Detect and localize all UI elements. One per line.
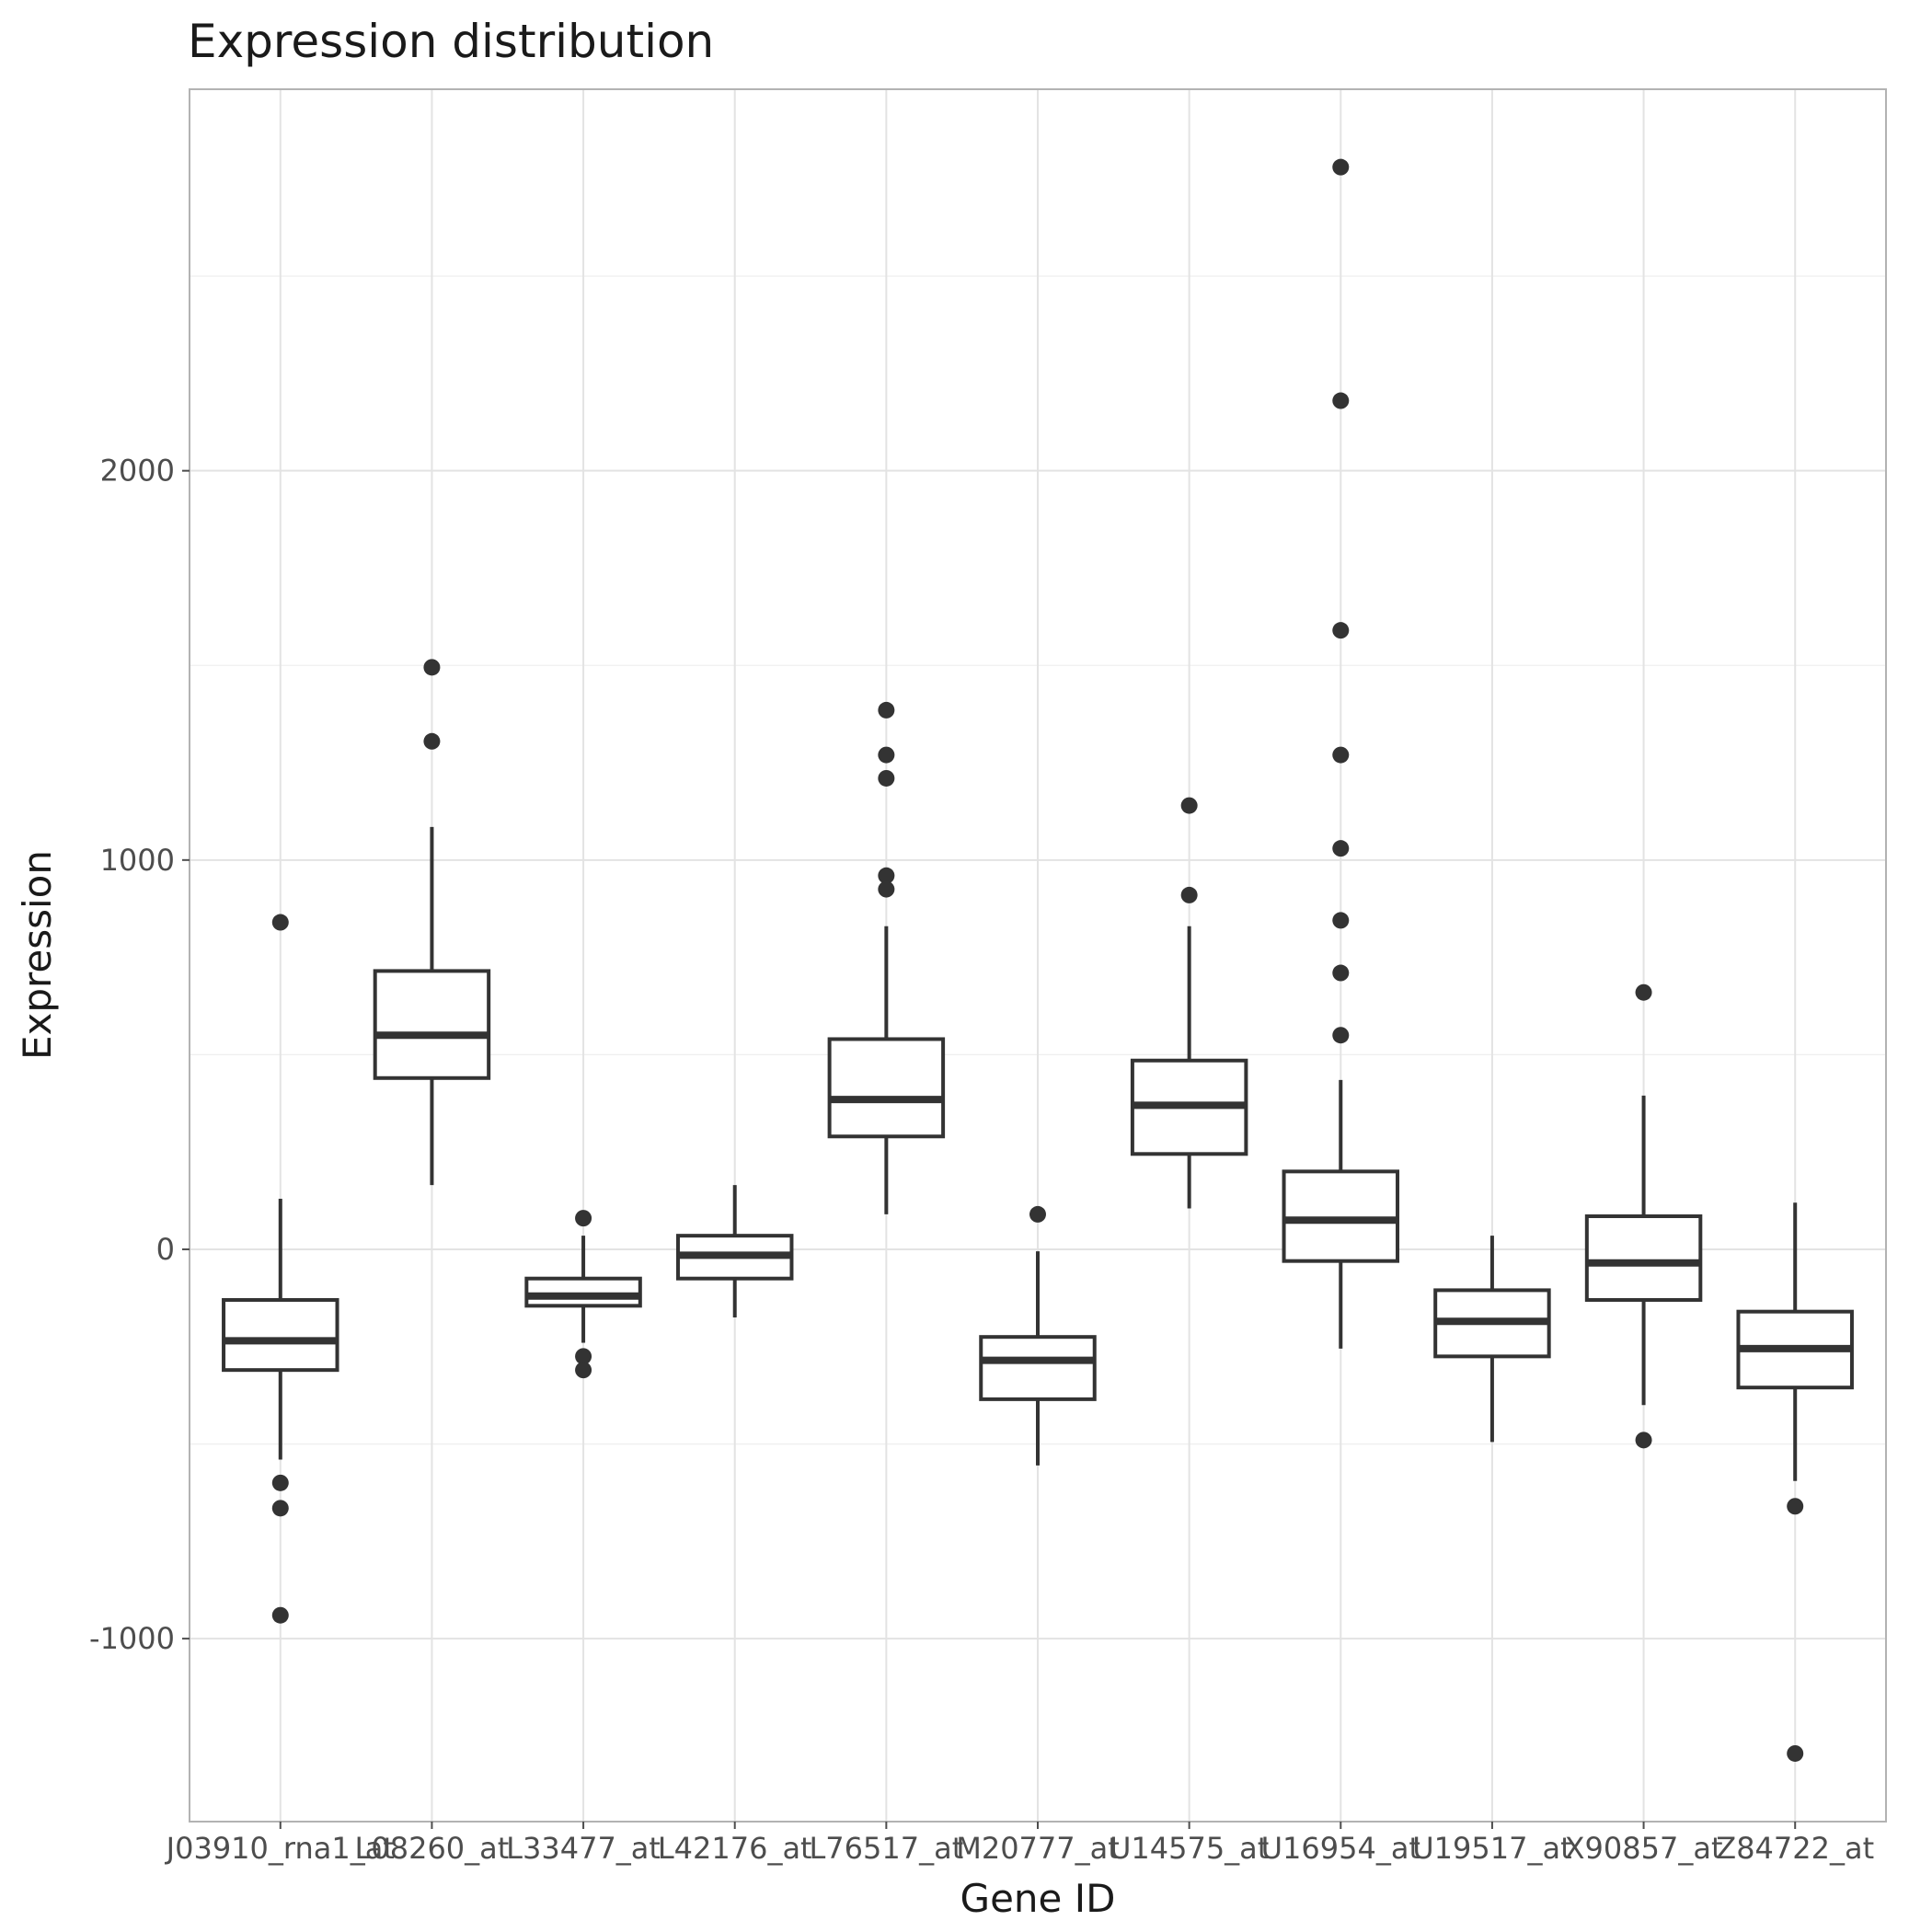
outlier-point [271, 1474, 289, 1491]
outlier-point [1332, 622, 1350, 639]
outlier-point [1635, 1432, 1652, 1449]
x-tick-label: U14575_at [1110, 1831, 1269, 1866]
outlier-point [1635, 983, 1652, 1001]
y-axis-title: Expression [15, 850, 60, 1060]
outlier-point [1332, 392, 1350, 409]
x-tick-label: L76517_at [809, 1831, 963, 1866]
outlier-point [575, 1362, 592, 1379]
box-iqr [1282, 1169, 1400, 1263]
outlier-point [271, 1606, 289, 1624]
box-U14575_at [1130, 797, 1248, 1209]
box-J03910_rna1_at [222, 914, 339, 1624]
boxes [222, 158, 1854, 1762]
box-iqr [1584, 1214, 1703, 1302]
outlier-point [1332, 912, 1350, 929]
box-M20777_at [979, 1205, 1097, 1466]
outlier-point [878, 701, 895, 719]
box-iqr [373, 969, 491, 1080]
x-tick-label: Z84722_at [1716, 1831, 1874, 1866]
box-iqr [827, 1037, 946, 1139]
outlier-point [423, 732, 441, 750]
box-L76517_at [827, 701, 946, 1214]
x-tick-label: J03910_rna1_at [165, 1831, 395, 1866]
x-axis-title: Gene ID [960, 1876, 1116, 1921]
box-U16954_at [1282, 158, 1400, 1349]
outlier-point [878, 769, 895, 787]
outlier-point [575, 1210, 592, 1227]
outlier-point [1332, 1027, 1350, 1044]
x-tick-label: L33477_at [506, 1831, 661, 1866]
x-tick-label: L08260_at [355, 1831, 510, 1866]
box-U19517_at [1433, 1236, 1551, 1443]
box-iqr [222, 1297, 339, 1373]
outlier-point [1332, 746, 1350, 764]
box-X90857_at [1584, 983, 1703, 1449]
chart-title: Expression distribution [188, 15, 714, 68]
outlier-point [1787, 1498, 1804, 1515]
x-tick-label: L42176_at [658, 1831, 812, 1866]
outlier-point [1332, 158, 1350, 176]
outlier-point [423, 659, 441, 676]
outlier-point [1332, 840, 1350, 857]
x-tick-label: M20777_at [956, 1831, 1120, 1866]
outlier-point [878, 746, 895, 764]
box-L08260_at [373, 659, 491, 1186]
grid [190, 89, 1886, 1822]
box-iqr [524, 1276, 642, 1308]
x-tick-label: U16954_at [1261, 1831, 1420, 1866]
outlier-point [878, 880, 895, 898]
box-L42176_at [675, 1185, 794, 1318]
y-tick-label: 2000 [100, 454, 175, 489]
box-iqr [979, 1335, 1097, 1401]
x-tick-label: X90857_at [1565, 1831, 1723, 1866]
box-Z84722_at [1736, 1202, 1854, 1762]
y-tick-label: 1000 [100, 843, 175, 878]
outlier-point [1332, 964, 1350, 982]
outlier-point [1787, 1744, 1804, 1762]
outlier-point [271, 914, 289, 931]
y-tick-label: 0 [156, 1232, 175, 1267]
outlier-point [1180, 886, 1198, 903]
outlier-point [878, 867, 895, 884]
outlier-point [1180, 797, 1198, 814]
y-axis-ticks: -1000 0 1000 2000 [89, 454, 190, 1656]
outlier-point [271, 1500, 289, 1517]
outlier-point [575, 1348, 592, 1365]
y-tick-label: -1000 [89, 1621, 175, 1656]
x-axis-ticks: J03910_rna1_atL08260_atL33477_atL42176_a… [165, 1822, 1874, 1866]
x-tick-label: U19517_at [1412, 1831, 1571, 1866]
outlier-point [1029, 1205, 1046, 1223]
box-L33477_at [524, 1210, 642, 1379]
